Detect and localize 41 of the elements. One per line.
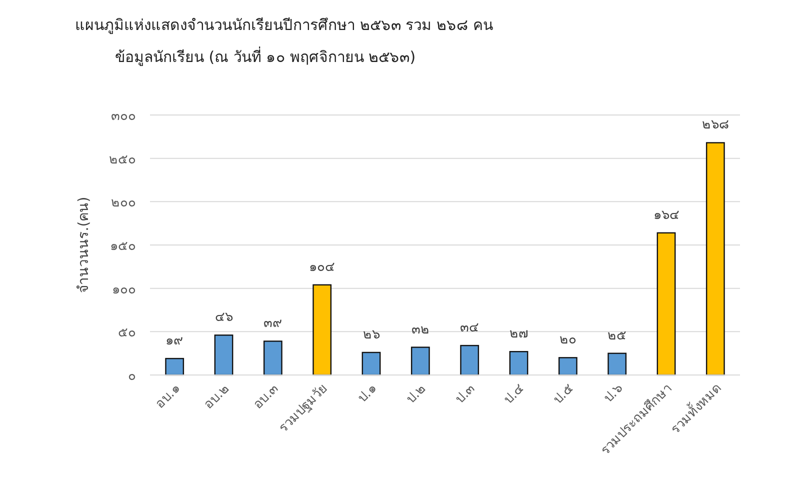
- y-tick-label: ๑๐๐: [112, 282, 136, 298]
- data-label: ๑๙: [166, 334, 184, 349]
- bar: [263, 340, 282, 376]
- data-label: ๑๐๔: [309, 260, 336, 275]
- chart-subtitle: ข้อมูลนักเรียน (ณ วันที่ ๑๐ พฤศจิกายน ๒๕๖๓): [115, 46, 416, 66]
- y-tick-label: ๑๕๐: [110, 239, 136, 254]
- x-tick-label: ป.๓: [452, 381, 478, 407]
- data-label: ๒๖: [362, 327, 380, 342]
- data-label: ๒๐: [559, 332, 576, 348]
- x-tick-label: ป.๒: [404, 381, 430, 407]
- bar: [410, 346, 430, 376]
- data-label: ๓๒: [411, 322, 430, 338]
- bar: [460, 344, 480, 376]
- x-tick-label: อบ.๒: [201, 381, 233, 412]
- y-axis-title: จำนวนนร.(คน): [76, 196, 92, 294]
- y-tick-label: ๒๐๐: [111, 196, 136, 211]
- bar: [608, 352, 627, 376]
- data-label: ๒๖๘: [702, 118, 729, 133]
- data-label: ๑๖๔: [653, 208, 680, 223]
- y-tick-label: ๐: [128, 369, 136, 384]
- y-tick-label: ๒๕๐: [109, 152, 136, 168]
- bar: [214, 334, 234, 376]
- data-label: ๔๖: [214, 310, 233, 326]
- bar: [165, 358, 184, 376]
- y-tick-label: ๓๐๐: [111, 109, 136, 124]
- x-tick-label: ป.๕: [550, 381, 577, 408]
- bar: [558, 357, 578, 376]
- data-label: ๒๕: [608, 328, 627, 344]
- bar: [312, 284, 332, 376]
- bar: [706, 142, 725, 376]
- bar: [509, 351, 528, 376]
- x-tick-label: ป.๑: [355, 381, 380, 406]
- x-tick-label: ป.๔: [501, 381, 528, 408]
- x-tick-label: อบ.๑: [152, 381, 184, 412]
- data-label: ๒๗: [509, 326, 528, 342]
- y-tick-label: ๕๐: [118, 326, 136, 341]
- data-label: ๓๙: [263, 316, 282, 332]
- bar: [362, 352, 381, 376]
- chart-title: แผนภูมิแห่งแสดงจำนวนนักเรียนปีการศึกษา ๒๕๖๓ รวม ๒๖๘ คน: [75, 16, 494, 34]
- data-label: ๓๔: [460, 320, 480, 336]
- bar: [656, 232, 676, 376]
